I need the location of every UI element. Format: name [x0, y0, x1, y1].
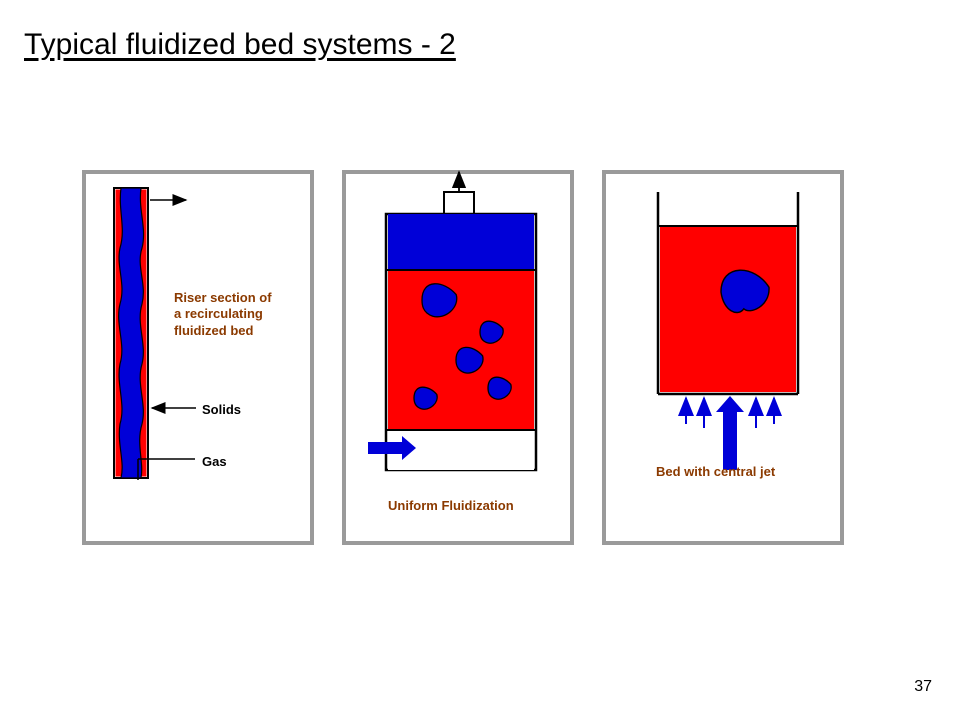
page-number: 37 [914, 678, 932, 696]
label-jet: Bed with central jet [656, 464, 775, 480]
label-uniform: Uniform Fluidization [388, 498, 514, 514]
label-gas: Gas [202, 454, 227, 470]
label-solids: Solids [202, 402, 241, 418]
diagram-svg [0, 0, 960, 720]
label-riser: Riser section ofa recirculatingfluidized… [174, 290, 272, 339]
